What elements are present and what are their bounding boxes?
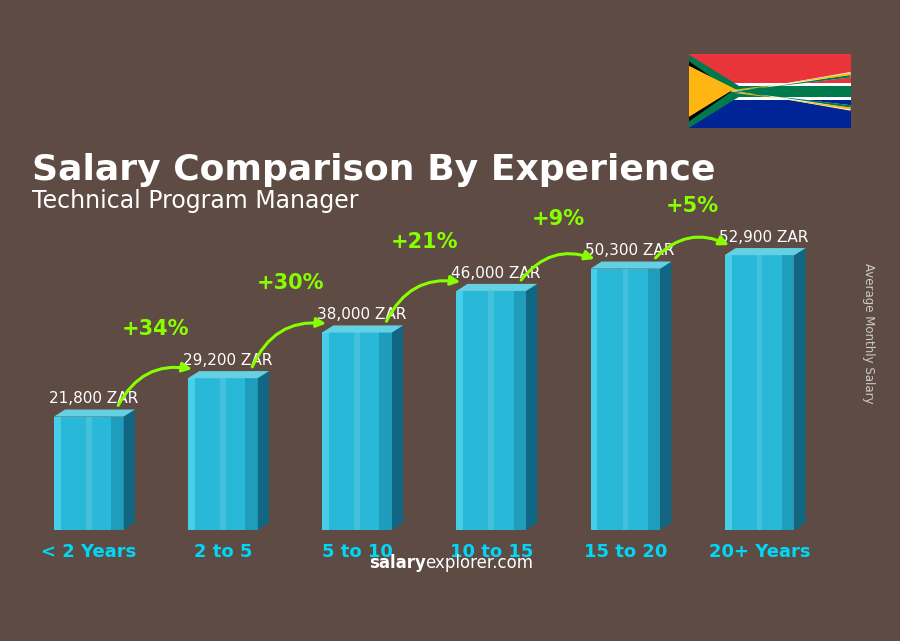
Bar (782, 255, 795, 529)
Polygon shape (257, 371, 269, 529)
Bar (590, 269, 661, 529)
Bar (86, 417, 92, 529)
Text: 21,800 ZAR: 21,800 ZAR (49, 391, 138, 406)
Text: Technical Program Manager: Technical Program Manager (32, 188, 358, 213)
Text: Average Monthly Salary: Average Monthly Salary (862, 263, 875, 404)
Bar (456, 291, 464, 529)
Bar (648, 269, 661, 529)
Polygon shape (731, 91, 850, 111)
Polygon shape (734, 72, 850, 91)
Text: 20+ Years: 20+ Years (709, 543, 810, 561)
Polygon shape (734, 91, 850, 111)
Bar (757, 255, 762, 529)
Text: 50,300 ZAR: 50,300 ZAR (585, 244, 674, 258)
Bar (489, 291, 494, 529)
Bar (724, 255, 795, 529)
Bar (456, 291, 526, 529)
Bar (188, 378, 257, 529)
Polygon shape (456, 284, 537, 291)
Bar (111, 417, 123, 529)
Text: salary: salary (369, 554, 426, 572)
Text: Salary Comparison By Experience: Salary Comparison By Experience (32, 153, 716, 187)
Bar (54, 417, 61, 529)
Polygon shape (123, 410, 135, 529)
Polygon shape (795, 248, 806, 529)
Bar (688, 91, 850, 128)
Bar (623, 269, 628, 529)
Polygon shape (526, 284, 537, 529)
Bar (688, 83, 850, 99)
Bar (688, 86, 850, 97)
Text: 38,000 ZAR: 38,000 ZAR (317, 307, 406, 322)
Text: 29,200 ZAR: 29,200 ZAR (183, 353, 272, 368)
Text: explorer.com: explorer.com (426, 554, 534, 572)
Text: +9%: +9% (532, 210, 585, 229)
Bar (188, 378, 195, 529)
Bar (355, 333, 360, 529)
Polygon shape (688, 61, 732, 122)
Text: 46,000 ZAR: 46,000 ZAR (451, 265, 540, 281)
Polygon shape (392, 326, 403, 529)
Polygon shape (688, 54, 748, 128)
Text: 2 to 5: 2 to 5 (194, 543, 252, 561)
Polygon shape (731, 72, 850, 91)
Polygon shape (590, 262, 671, 269)
Text: 52,900 ZAR: 52,900 ZAR (719, 230, 809, 245)
Polygon shape (724, 248, 806, 255)
Text: +5%: +5% (666, 196, 719, 216)
Bar (590, 269, 598, 529)
Text: +34%: +34% (122, 319, 190, 339)
Bar (724, 255, 732, 529)
Text: +21%: +21% (391, 231, 458, 252)
Text: 10 to 15: 10 to 15 (450, 543, 533, 561)
Text: 5 to 10: 5 to 10 (321, 543, 392, 561)
Polygon shape (54, 410, 135, 417)
Bar (322, 333, 329, 529)
Bar (380, 333, 392, 529)
Text: +30%: +30% (256, 273, 324, 293)
Bar (688, 54, 850, 91)
Polygon shape (322, 326, 403, 333)
Bar (514, 291, 526, 529)
Polygon shape (733, 93, 850, 110)
Bar (246, 378, 257, 529)
Text: 15 to 20: 15 to 20 (584, 543, 667, 561)
Polygon shape (733, 73, 850, 90)
Bar (54, 417, 123, 529)
Polygon shape (661, 262, 671, 529)
Bar (220, 378, 226, 529)
Polygon shape (688, 65, 740, 117)
Text: < 2 Years: < 2 Years (41, 543, 137, 561)
Polygon shape (188, 371, 269, 378)
Bar (322, 333, 392, 529)
